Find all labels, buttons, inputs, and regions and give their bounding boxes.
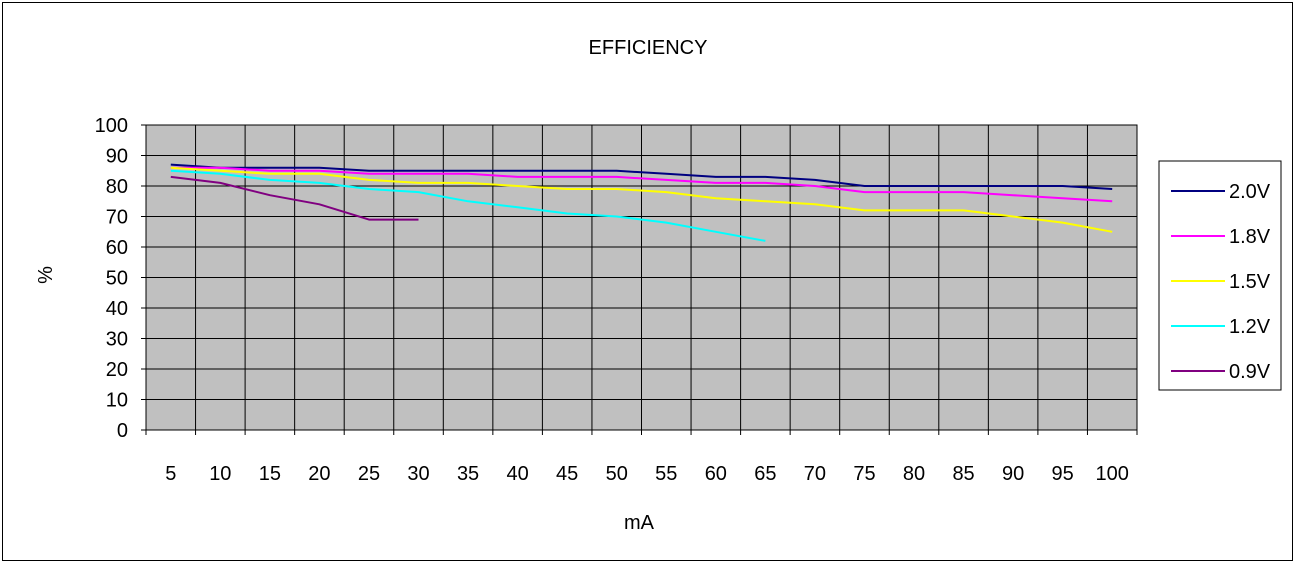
y-tick-label: 80	[106, 176, 128, 198]
legend-label: 1.5V	[1229, 271, 1271, 293]
y-tick-label: 10	[106, 390, 128, 412]
x-tick-label: 5	[165, 463, 176, 485]
x-tick-label: 55	[655, 463, 677, 485]
legend: 2.0V 1.8V 1.5V 1.2V 0.9V	[1158, 160, 1282, 391]
x-tick-label: 50	[606, 463, 628, 485]
legend-label: 2.0V	[1229, 181, 1271, 203]
y-axis-ticks: 0 10 20 30 40 50 60 70 80 90 100	[95, 115, 146, 442]
efficiency-chart: EFFICIENCY 0 10 20 30 40 50 60 70 80 90 100 5 10 15 2…	[35, 37, 1282, 534]
x-tick-label: 95	[1052, 463, 1074, 485]
chart-title: EFFICIENCY	[589, 37, 708, 59]
x-tick-label: 40	[507, 463, 529, 485]
legend-box	[1158, 160, 1282, 391]
x-tick-label: 60	[705, 463, 727, 485]
x-tick-label: 90	[1002, 463, 1024, 485]
y-tick-label: 70	[106, 207, 128, 229]
legend-label: 1.8V	[1229, 226, 1271, 248]
series-line-1-2v	[170, 169, 766, 242]
y-tick-label: 60	[106, 237, 128, 259]
legend-label: 0.9V	[1229, 361, 1271, 383]
x-tick-label: 10	[209, 463, 231, 485]
x-tick-label: 15	[259, 463, 281, 485]
y-axis-label: %	[35, 266, 57, 284]
x-tick-label: 30	[407, 463, 429, 485]
y-tick-label: 100	[95, 115, 128, 137]
x-tick-label: 35	[457, 463, 479, 485]
series-line-0-9v	[170, 175, 419, 221]
x-tick-label: 25	[358, 463, 380, 485]
x-tick-label: 85	[952, 463, 974, 485]
series-line-1-5v	[170, 166, 1113, 233]
x-tick-label: 20	[308, 463, 330, 485]
series-line-1-8v	[170, 166, 1113, 203]
x-tick-label: 80	[903, 463, 925, 485]
x-tick-label: 100	[1096, 463, 1129, 485]
y-tick-label: 0	[117, 420, 128, 442]
y-tick-label: 90	[106, 146, 128, 168]
series-line-2-0v	[170, 163, 1113, 190]
x-tick-label: 45	[556, 463, 578, 485]
y-tick-label: 20	[106, 359, 128, 381]
x-axis-label: mA	[624, 512, 655, 534]
y-tick-label: 40	[106, 298, 128, 320]
series-lines	[170, 163, 1113, 242]
x-tick-label: 70	[804, 463, 826, 485]
y-tick-label: 30	[106, 329, 128, 351]
grid-lines	[146, 125, 1137, 430]
x-axis-ticks: 5 10 15 20 25 30 35 40 45 50 55 60 65 70 75 80 85 90 95 100	[145, 430, 1138, 485]
legend-label: 1.2V	[1229, 316, 1271, 338]
y-tick-label: 50	[106, 268, 128, 290]
x-tick-label: 65	[754, 463, 776, 485]
x-tick-label: 75	[853, 463, 875, 485]
